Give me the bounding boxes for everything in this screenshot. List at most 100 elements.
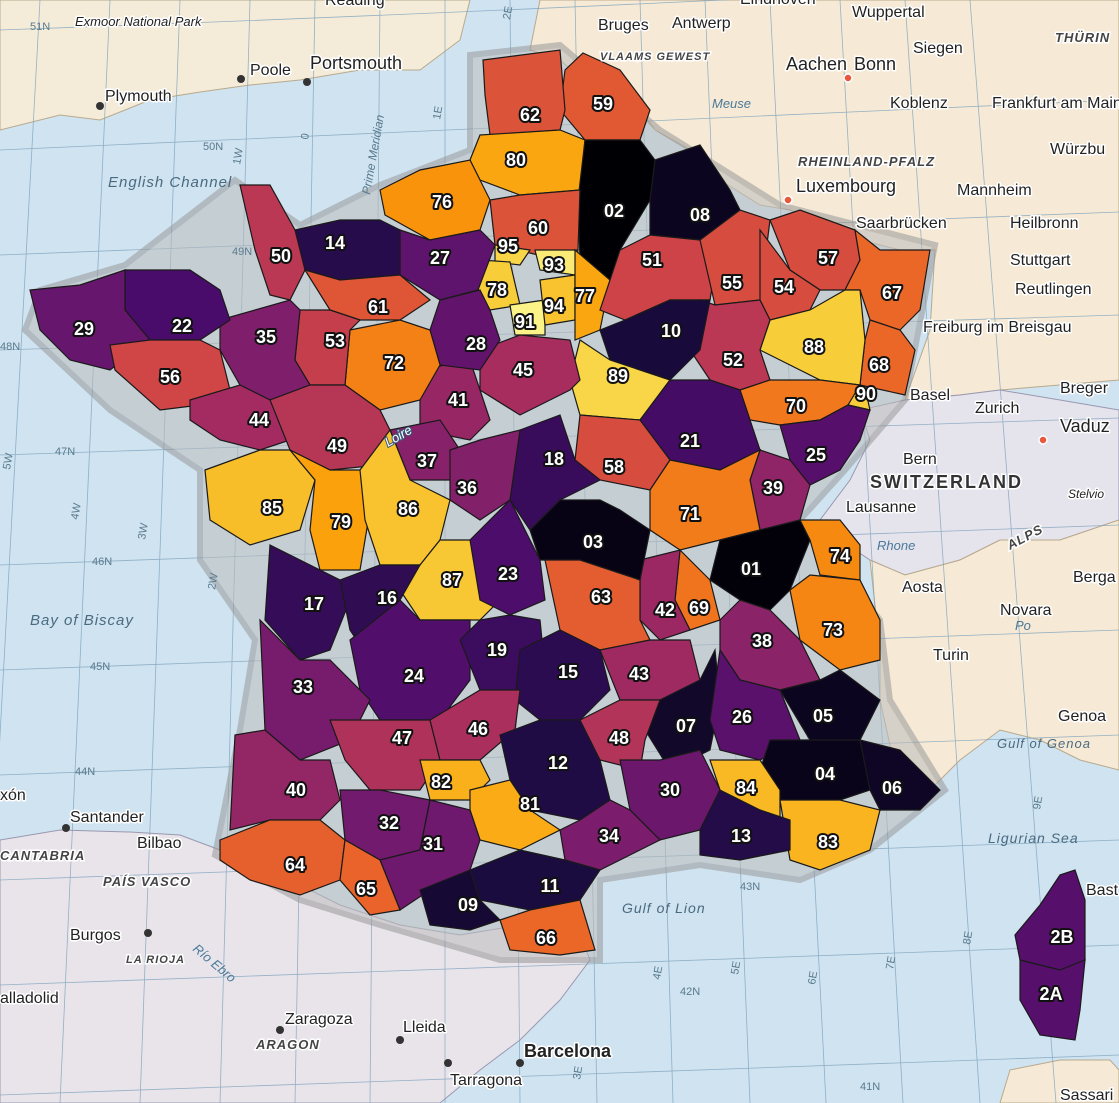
department-14[interactable]: [294, 219, 401, 281]
label-aragon: ARAGON: [255, 1037, 320, 1052]
department-27[interactable]: [399, 229, 496, 301]
longitude-label: 5E: [729, 960, 743, 975]
department-52[interactable]: [689, 299, 771, 391]
department-95[interactable]: [494, 244, 532, 266]
department-label-64: 64: [285, 855, 305, 875]
department-label-66: 66: [536, 928, 556, 948]
label-bern: Bern: [903, 451, 937, 468]
label-rheinland: RHEINLAND-PFALZ: [798, 154, 935, 169]
department-23[interactable]: [469, 498, 546, 616]
longitude-label: 9E: [1031, 795, 1045, 810]
department-15[interactable]: [514, 629, 611, 721]
label-siegen: Siegen: [913, 40, 963, 57]
departments-layer: [21, 41, 1086, 1041]
city-dot-barcelona: [516, 1059, 524, 1067]
label-sassari: Sassari: [1060, 1087, 1113, 1103]
department-label-65: 65: [356, 879, 376, 899]
label-lleida: Lleida: [403, 1019, 446, 1036]
department-2a[interactable]: [1019, 959, 1086, 1041]
label-barcelona: Barcelona: [524, 1041, 612, 1061]
department-label-43: 43: [629, 664, 649, 684]
city-dot-luxembourg: [783, 195, 793, 205]
department-label-18: 18: [544, 449, 564, 469]
department-label-44: 44: [249, 410, 269, 430]
department-label-70: 70: [786, 396, 806, 416]
latitude-label: 48N: [0, 341, 20, 353]
department-label-61: 61: [368, 297, 388, 317]
label-tarragona: Tarragona: [450, 1072, 522, 1089]
department-label-10: 10: [661, 321, 681, 341]
label-turin: Turin: [933, 647, 969, 664]
label-la-rioja: LA RIOJA: [126, 954, 185, 966]
city-dot-bonn: [843, 73, 853, 83]
longitude-label: 1W: [231, 147, 246, 166]
department-45[interactable]: [479, 334, 581, 416]
label-cantabria: CANTABRIA: [0, 848, 85, 863]
department-label-39: 39: [763, 478, 783, 498]
department-48[interactable]: [579, 699, 661, 771]
label-bregenz: Breger: [1060, 380, 1109, 397]
latitude-label: 43N: [740, 881, 760, 893]
longitude-label: 1E: [431, 105, 445, 120]
label-bastia: Bast: [1086, 882, 1119, 899]
department-79[interactable]: [289, 449, 371, 571]
department-label-37: 37: [417, 451, 437, 471]
label-aachen: Aachen: [786, 54, 847, 74]
label-lausanne: Lausanne: [846, 499, 916, 516]
longitude-label: 2E: [501, 5, 515, 20]
label-switzerland: SWITZERLAND: [870, 472, 1023, 492]
department-71[interactable]: [649, 448, 762, 551]
longitude-label: 3W: [136, 522, 151, 541]
label-thuringen: THÜRIN: [1055, 30, 1110, 45]
department-13[interactable]: [699, 789, 791, 861]
department-label-74: 74: [830, 546, 850, 566]
department-31[interactable]: [379, 799, 481, 911]
department-label-78: 78: [487, 280, 507, 300]
label-bay-biscay: Bay of Biscay: [30, 612, 134, 629]
label-reutlingen: Reutlingen: [1015, 281, 1092, 298]
department-85[interactable]: [204, 449, 316, 546]
latitude-label: 50N: [203, 141, 223, 153]
department-label-73: 73: [823, 620, 843, 640]
department-label-67: 67: [882, 283, 902, 303]
department-40[interactable]: [229, 729, 341, 831]
department-11[interactable]: [469, 849, 601, 911]
department-label-57: 57: [818, 248, 838, 268]
department-label-50: 50: [271, 246, 291, 266]
label-genoa: Genoa: [1058, 708, 1106, 725]
department-label-24: 24: [404, 666, 424, 686]
department-66[interactable]: [499, 899, 596, 956]
label-zurich: Zurich: [975, 400, 1019, 417]
city-dot-zaragoza: [276, 1026, 284, 1034]
department-83[interactable]: [779, 799, 881, 871]
label-heilbronn: Heilbronn: [1010, 215, 1078, 232]
label-basel: Basel: [910, 387, 950, 404]
department-91[interactable]: [509, 299, 546, 336]
city-dot-poole: [237, 75, 245, 83]
department-50[interactable]: [239, 184, 306, 301]
department-label-15: 15: [558, 662, 578, 682]
department-label-29: 29: [74, 319, 94, 339]
department-65[interactable]: [339, 839, 401, 916]
department-73[interactable]: [789, 574, 881, 671]
department-label-40: 40: [286, 780, 306, 800]
department-18[interactable]: [509, 414, 602, 531]
department-77[interactable]: [574, 248, 611, 341]
label-reading: Reading: [325, 0, 385, 9]
department-17[interactable]: [264, 544, 351, 661]
department-label-51: 51: [642, 250, 662, 270]
city-dot-plymouth: [96, 102, 104, 110]
department-label-19: 19: [487, 640, 507, 660]
label-portsmouth: Portsmouth: [310, 53, 402, 73]
department-88[interactable]: [759, 289, 866, 386]
longitude-label: 8E: [961, 930, 975, 945]
department-label-79: 79: [331, 512, 351, 532]
department-label-38: 38: [752, 631, 772, 651]
latitude-label: 47N: [55, 446, 75, 458]
department-label-86: 86: [398, 499, 418, 519]
longitude-label: 4W: [69, 502, 84, 521]
department-06[interactable]: [859, 739, 941, 811]
label-gulf-genoa: Gulf of Genoa: [997, 736, 1091, 751]
